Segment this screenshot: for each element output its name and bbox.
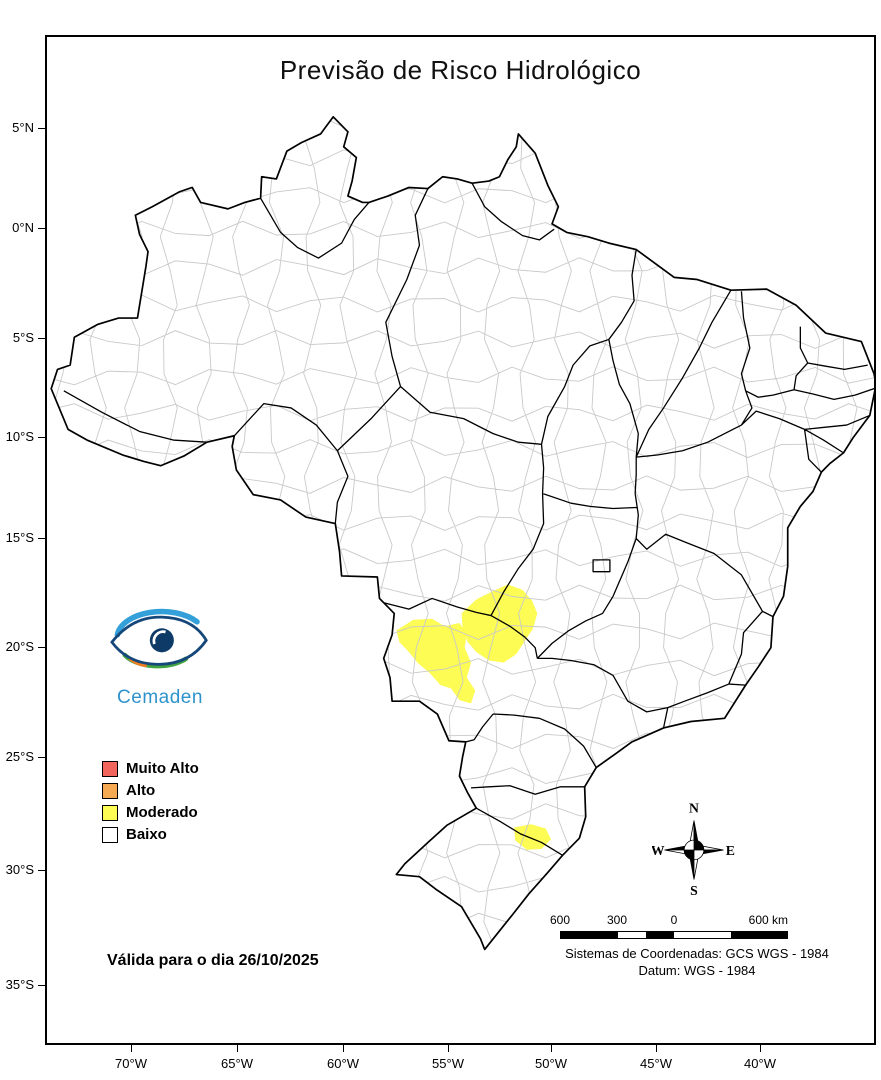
lon-label: 60°W bbox=[327, 1056, 359, 1071]
lon-tick-mark bbox=[448, 1045, 449, 1052]
lon-label: 40°W bbox=[744, 1056, 776, 1071]
scale-bar: 600 300 0 600 km bbox=[550, 913, 788, 949]
scale-label-600: 600 bbox=[549, 913, 571, 927]
lon-label: 50°W bbox=[535, 1056, 567, 1071]
legend-item-baixo: Baixo bbox=[102, 826, 199, 843]
page-title: Previsão de Risco Hidrológico bbox=[279, 55, 642, 85]
lat-tick-mark bbox=[38, 128, 45, 129]
map-frame: Previsão de Risco Hidrológico Cemaden Mu… bbox=[45, 35, 876, 1045]
lat-tick-mark bbox=[38, 338, 45, 339]
lat-label: 5°S bbox=[12, 330, 34, 345]
lat-tick-mark bbox=[38, 228, 45, 229]
state-borders bbox=[64, 183, 874, 855]
lat-label: 35°S bbox=[5, 977, 34, 992]
brazil-map-canvas bbox=[47, 37, 874, 1043]
lon-label: 65°W bbox=[221, 1056, 253, 1071]
lat-tick-mark bbox=[38, 647, 45, 648]
compass-s-label: S bbox=[690, 883, 698, 898]
lon-tick-mark bbox=[343, 1045, 344, 1052]
legend-item-alto: Alto bbox=[102, 782, 199, 799]
lat-label: 25°S bbox=[5, 749, 34, 764]
lat-label: 5°N bbox=[12, 120, 34, 135]
lon-tick-mark bbox=[656, 1045, 657, 1052]
brazil-outline bbox=[51, 117, 874, 950]
lat-tick-mark bbox=[38, 437, 45, 438]
legend-swatch-muito-alto bbox=[102, 760, 118, 777]
scale-bar-graphic bbox=[560, 931, 788, 939]
legend-item-muito-alto: Muito Alto bbox=[102, 760, 199, 777]
lon-label: 70°W bbox=[115, 1056, 147, 1071]
lat-tick-mark bbox=[38, 757, 45, 758]
risk-region-moderate-south bbox=[514, 824, 551, 850]
lon-label: 45°W bbox=[640, 1056, 672, 1071]
cemaden-wordmark: Cemaden bbox=[117, 687, 203, 708]
lat-tick-mark bbox=[38, 870, 45, 871]
coordinate-system-line2: Datum: WGS - 1984 bbox=[638, 963, 756, 978]
lat-label: 30°S bbox=[5, 862, 34, 877]
lon-tick-mark bbox=[760, 1045, 761, 1052]
validity-date-text: Válida para o dia 26/10/2025 bbox=[107, 952, 319, 969]
compass-rose: N S W E bbox=[651, 797, 736, 899]
lat-label: 15°S bbox=[5, 530, 34, 545]
lon-tick-mark bbox=[131, 1045, 132, 1052]
cemaden-logo: Cemaden bbox=[95, 607, 225, 709]
lon-tick-mark bbox=[237, 1045, 238, 1052]
risk-legend: Muito Alto Alto Moderado Baixo bbox=[102, 760, 199, 848]
coordinate-system-line1: Sistemas de Coordenadas: GCS WGS - 1984 bbox=[565, 946, 829, 961]
coordinate-system-note: Sistemas de Coordenadas: GCS WGS - 1984 … bbox=[517, 945, 877, 979]
lat-label: 0°N bbox=[12, 220, 34, 235]
risk-region-moderate-center bbox=[461, 584, 538, 663]
scale-label-600km: 600 km bbox=[748, 913, 788, 927]
scale-label-0: 0 bbox=[670, 913, 678, 927]
lat-label: 10°S bbox=[5, 429, 34, 444]
legend-swatch-baixo bbox=[102, 826, 118, 843]
compass-n-label: N bbox=[689, 801, 699, 816]
risk-region-moderate-center-west bbox=[396, 618, 476, 704]
scale-label-300: 300 bbox=[606, 913, 628, 927]
lat-label: 20°S bbox=[5, 639, 34, 654]
lon-tick-mark bbox=[551, 1045, 552, 1052]
lat-tick-mark bbox=[38, 985, 45, 986]
legend-swatch-moderado bbox=[102, 804, 118, 821]
legend-item-moderado: Moderado bbox=[102, 804, 199, 821]
lat-tick-mark bbox=[38, 538, 45, 539]
compass-e-label: E bbox=[726, 843, 735, 858]
compass-rose-icon: N S W E bbox=[651, 801, 735, 898]
compass-w-label: W bbox=[652, 843, 665, 858]
legend-swatch-alto bbox=[102, 782, 118, 799]
cemaden-eye-icon bbox=[110, 608, 208, 669]
lon-label: 55°W bbox=[432, 1056, 464, 1071]
